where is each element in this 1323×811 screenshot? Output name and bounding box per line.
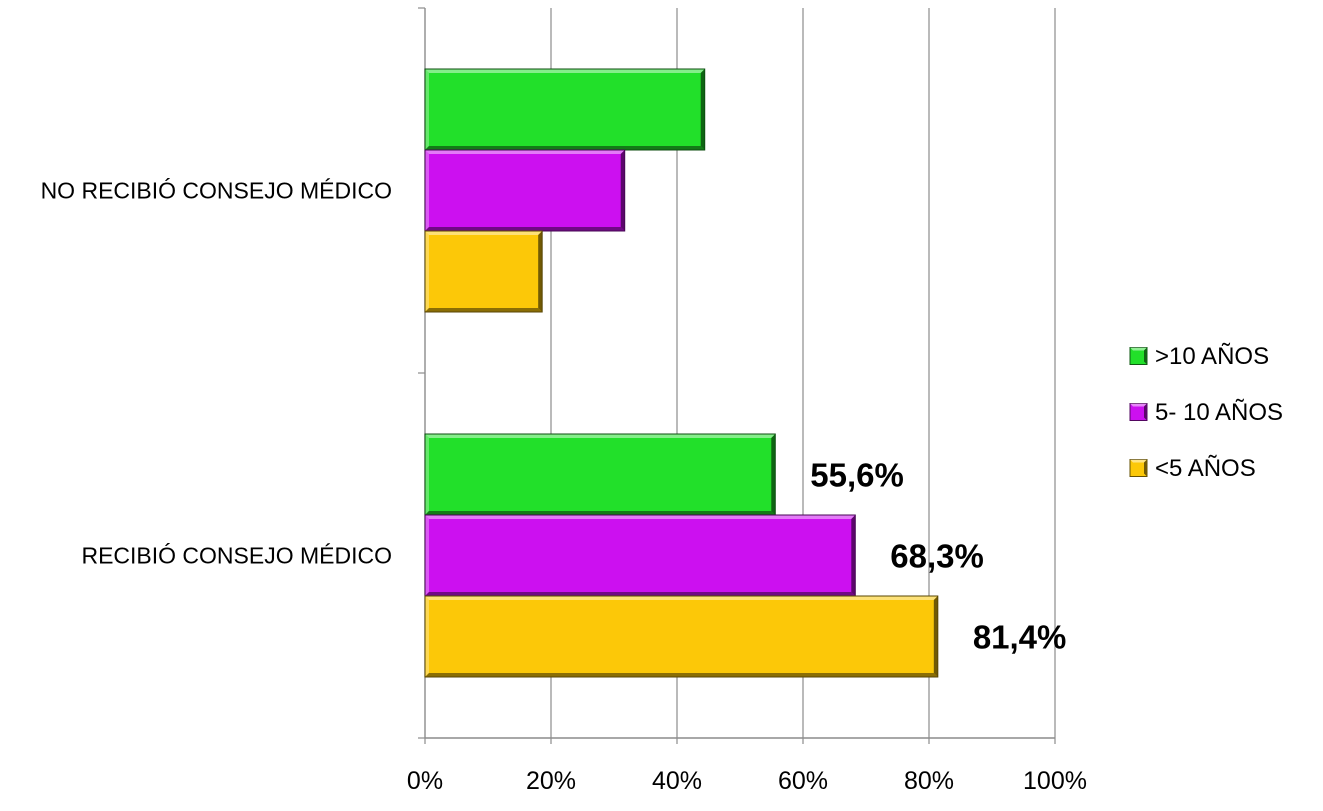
legend: >10 AÑOS 5- 10 AÑOS <5 AÑOS <box>1129 343 1283 482</box>
x-tick-label: 40% <box>652 767 702 795</box>
x-tick-label: 60% <box>778 767 828 795</box>
legend-swatch-bevel <box>1130 459 1147 463</box>
x-tick-label: 80% <box>904 767 954 795</box>
legend-label: <5 AÑOS <box>1155 455 1256 482</box>
x-tick-label: 0% <box>407 767 443 795</box>
bar <box>424 595 939 678</box>
bar-bevel-bottom <box>425 511 776 515</box>
data-label: 68,3% <box>890 538 984 575</box>
bar <box>424 514 856 597</box>
bar-bevel-top <box>425 596 938 600</box>
bar-outline <box>424 230 543 313</box>
legend-swatch-shade <box>1144 347 1147 365</box>
bar-face <box>425 434 776 515</box>
legend-item: 5- 10 AÑOS <box>1129 399 1283 426</box>
bar-bevel-left <box>425 231 429 312</box>
legend-swatch-bevel <box>1130 403 1147 407</box>
legend-swatch-shade <box>1144 403 1147 421</box>
bar-outline <box>424 595 939 678</box>
bar-bevel-left <box>425 150 429 231</box>
x-tick-label: 100% <box>1023 767 1087 795</box>
x-tick-label: 20% <box>526 767 576 795</box>
legend-swatch-shade <box>1144 459 1147 477</box>
bar <box>424 230 543 313</box>
bar-bevel-top <box>425 150 625 154</box>
bar-bevel-top <box>425 231 543 235</box>
bar-bevel-top <box>425 69 705 73</box>
bar-face <box>425 150 625 231</box>
bar-bevel-left <box>425 69 429 150</box>
bar-face <box>425 69 705 150</box>
bar-bevel-top <box>425 515 856 519</box>
bar-bevel-bottom <box>425 308 543 312</box>
category-label: NO RECIBIÓ CONSEJO MÉDICO <box>41 178 392 204</box>
bar-bevel-bottom <box>425 227 625 231</box>
legend-label: >10 AÑOS <box>1155 343 1269 370</box>
legend-swatch-bevel <box>1130 347 1147 351</box>
bar-bevel-bottom <box>425 146 705 150</box>
bar-bevel-top <box>425 434 776 438</box>
data-labels: 55,6% 68,3% 81,4% <box>810 457 1066 656</box>
bar-face <box>425 596 938 677</box>
bar <box>424 433 776 516</box>
bar-face <box>425 231 543 312</box>
bar <box>424 149 626 232</box>
bar-bevel-left <box>425 515 429 596</box>
data-label: 55,6% <box>810 457 904 494</box>
legend-item: >10 AÑOS <box>1129 343 1269 370</box>
bar-bevel-right <box>851 515 856 596</box>
bar-bevel-right <box>538 231 543 312</box>
bar-bevel-right <box>771 434 776 515</box>
bars <box>424 68 939 678</box>
bar <box>424 68 706 151</box>
bar-bevel-right <box>700 69 705 150</box>
bar-face <box>425 515 856 596</box>
legend-label: 5- 10 AÑOS <box>1155 399 1283 426</box>
bar-bevel-right <box>620 150 625 231</box>
bar-bevel-left <box>425 596 429 677</box>
x-tick-labels: 0% 20% 40% 60% 80% 100% <box>407 767 1087 795</box>
bar-bevel-left <box>425 434 429 515</box>
bar-bevel-right <box>933 596 938 677</box>
data-label: 81,4% <box>973 619 1067 656</box>
category-labels: NO RECIBIÓ CONSEJO MÉDICO RECIBIÓ CONSEJO… <box>41 178 392 569</box>
bar-bevel-bottom <box>425 673 938 677</box>
legend-item: <5 AÑOS <box>1129 455 1256 482</box>
bar-bevel-bottom <box>425 592 856 596</box>
category-label: RECIBIÓ CONSEJO MÉDICO <box>81 543 392 569</box>
